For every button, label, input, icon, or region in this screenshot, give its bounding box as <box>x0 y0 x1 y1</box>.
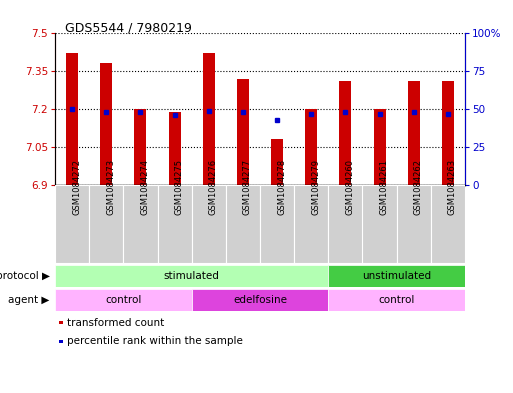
Text: control: control <box>379 295 415 305</box>
Text: protocol ▶: protocol ▶ <box>0 271 50 281</box>
Text: GSM1084262: GSM1084262 <box>414 159 423 215</box>
Bar <box>328 289 465 311</box>
Bar <box>157 185 192 263</box>
Bar <box>59 321 63 324</box>
Bar <box>169 112 181 185</box>
Bar <box>328 265 465 287</box>
Bar <box>271 140 283 185</box>
Text: unstimulated: unstimulated <box>362 271 431 281</box>
Text: GSM1084275: GSM1084275 <box>174 159 184 215</box>
Bar <box>260 185 294 263</box>
Text: GSM1084277: GSM1084277 <box>243 159 252 215</box>
Bar <box>134 109 146 185</box>
Bar <box>55 185 89 263</box>
Text: control: control <box>105 295 142 305</box>
Text: GSM1084276: GSM1084276 <box>209 159 218 215</box>
Bar <box>305 109 317 185</box>
Bar <box>66 53 78 185</box>
Bar <box>294 185 328 263</box>
Bar <box>89 185 123 263</box>
Bar <box>408 81 420 185</box>
Text: edelfosine: edelfosine <box>233 295 287 305</box>
Bar <box>363 185 397 263</box>
Text: GSM1084273: GSM1084273 <box>106 159 115 215</box>
Text: GSM1084260: GSM1084260 <box>345 159 354 215</box>
Text: GSM1084279: GSM1084279 <box>311 159 320 215</box>
Bar <box>442 81 454 185</box>
Text: percentile rank within the sample: percentile rank within the sample <box>67 336 243 347</box>
Bar <box>431 185 465 263</box>
Bar <box>192 289 328 311</box>
Bar <box>203 53 215 185</box>
Text: GDS5544 / 7980219: GDS5544 / 7980219 <box>65 22 192 35</box>
Bar <box>237 79 249 185</box>
Bar <box>328 185 363 263</box>
Bar <box>226 185 260 263</box>
Bar <box>123 185 157 263</box>
Text: GSM1084274: GSM1084274 <box>141 159 149 215</box>
Text: GSM1084263: GSM1084263 <box>448 159 457 215</box>
Text: GSM1084261: GSM1084261 <box>380 159 388 215</box>
Bar <box>59 340 63 343</box>
Bar <box>55 289 192 311</box>
Bar <box>397 185 431 263</box>
Text: GSM1084278: GSM1084278 <box>277 159 286 215</box>
Text: agent ▶: agent ▶ <box>9 295 50 305</box>
Bar <box>340 81 351 185</box>
Text: GSM1084272: GSM1084272 <box>72 159 81 215</box>
Bar <box>192 185 226 263</box>
Bar <box>373 109 386 185</box>
Bar <box>100 63 112 185</box>
Text: stimulated: stimulated <box>164 271 220 281</box>
Text: transformed count: transformed count <box>67 318 164 327</box>
Bar <box>55 265 328 287</box>
